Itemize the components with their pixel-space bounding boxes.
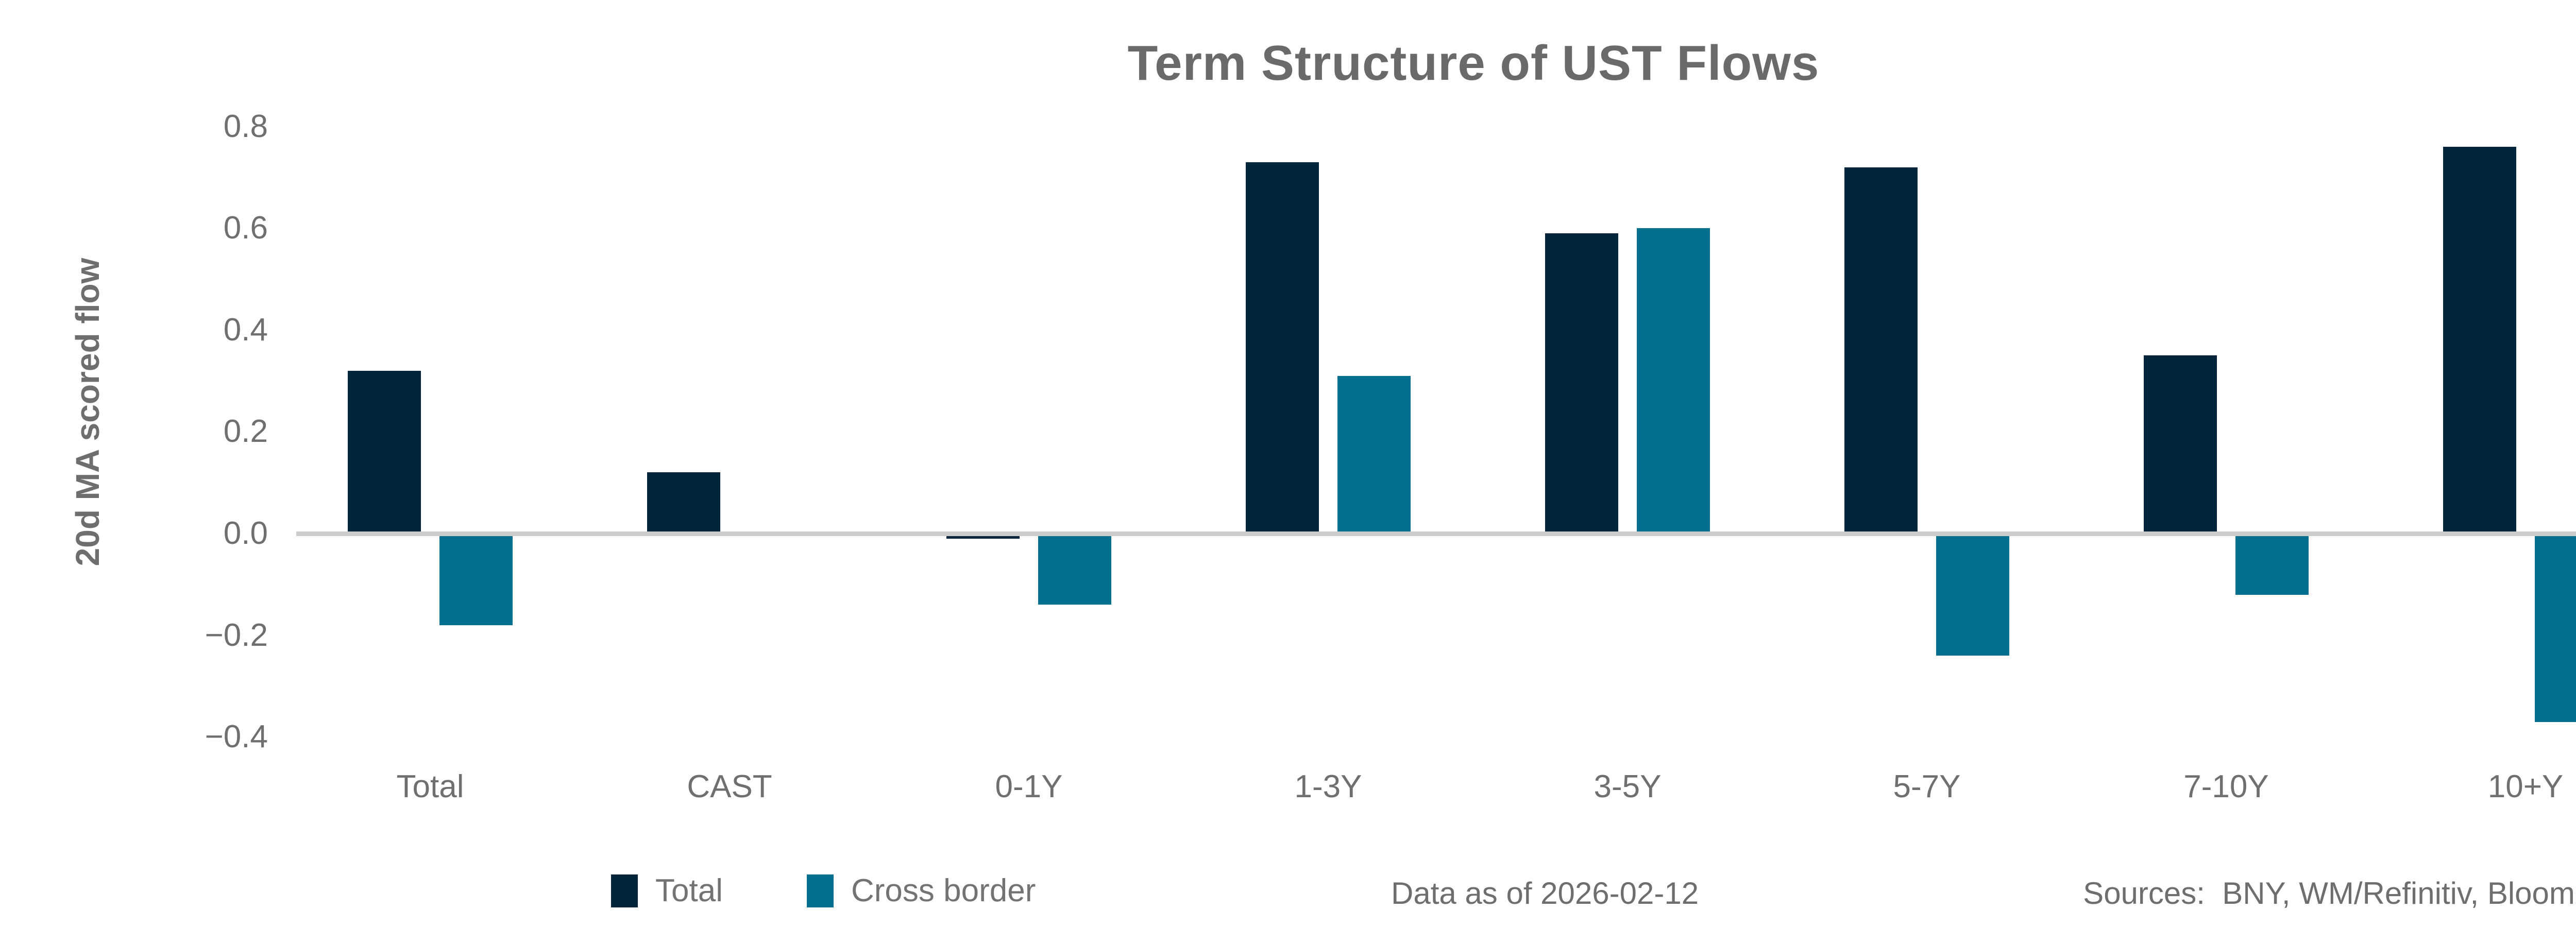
bar-total-cast (647, 472, 720, 534)
legend-label-total: Total (655, 873, 723, 908)
bar-cross-border-0-1y (1038, 534, 1111, 605)
bar-total-5-7y (1844, 167, 1918, 534)
y-tick-label: 0.8 (223, 108, 268, 144)
legend-swatch-cross-border (807, 874, 834, 907)
y-tick-label: 0.0 (223, 516, 268, 551)
x-tick-label: 7-10Y (2183, 769, 2269, 804)
bar-total-10+y (2443, 147, 2516, 534)
bar-cross-border-10+y (2535, 534, 2576, 722)
x-tick-label: 10+Y (2487, 769, 2564, 804)
bar-cross-border-total (439, 534, 513, 625)
y-axis-title: 20d MA scored flow (69, 258, 106, 566)
x-tick-label: 0-1Y (995, 769, 1063, 804)
y-tick-label: −0.4 (205, 719, 268, 755)
data-as-of-note: Data as of 2026-02-12 (1391, 876, 1699, 911)
x-tick-label: 5-7Y (1893, 769, 1961, 804)
zero-gridline (296, 531, 2576, 536)
legend-item-cross-border: Cross border (807, 872, 1036, 909)
bar-cross-border-7-10y (2235, 534, 2309, 595)
bar-total-1-3y (1246, 162, 1319, 534)
x-tick-label: CAST (687, 769, 772, 804)
bar-total-3-5y (1545, 233, 1618, 534)
y-tick-label: 0.6 (223, 210, 268, 246)
bar-total-7-10y (2144, 355, 2217, 534)
legend-swatch-total (611, 874, 638, 907)
y-tick-label: 0.4 (223, 312, 268, 348)
x-tick-label: 3-5Y (1594, 769, 1662, 804)
bar-cross-border-1-3y (1337, 375, 1411, 534)
legend-item-total: Total (611, 872, 723, 909)
legend-label-cross-border: Cross border (851, 873, 1036, 908)
bar-total-total (348, 370, 421, 534)
x-tick-label: 1-3Y (1294, 769, 1362, 804)
bar-cross-border-3-5y (1637, 228, 1710, 534)
sources-note: Sources: BNY, WM/Refinitiv, Bloomberg (2083, 876, 2576, 911)
y-tick-label: −0.2 (205, 617, 268, 653)
x-tick-label: Total (396, 769, 464, 804)
bar-cross-border-5-7y (1936, 534, 2009, 656)
chart-title: Term Structure of UST Flows (1127, 36, 1820, 91)
y-tick-label: 0.2 (223, 414, 268, 450)
